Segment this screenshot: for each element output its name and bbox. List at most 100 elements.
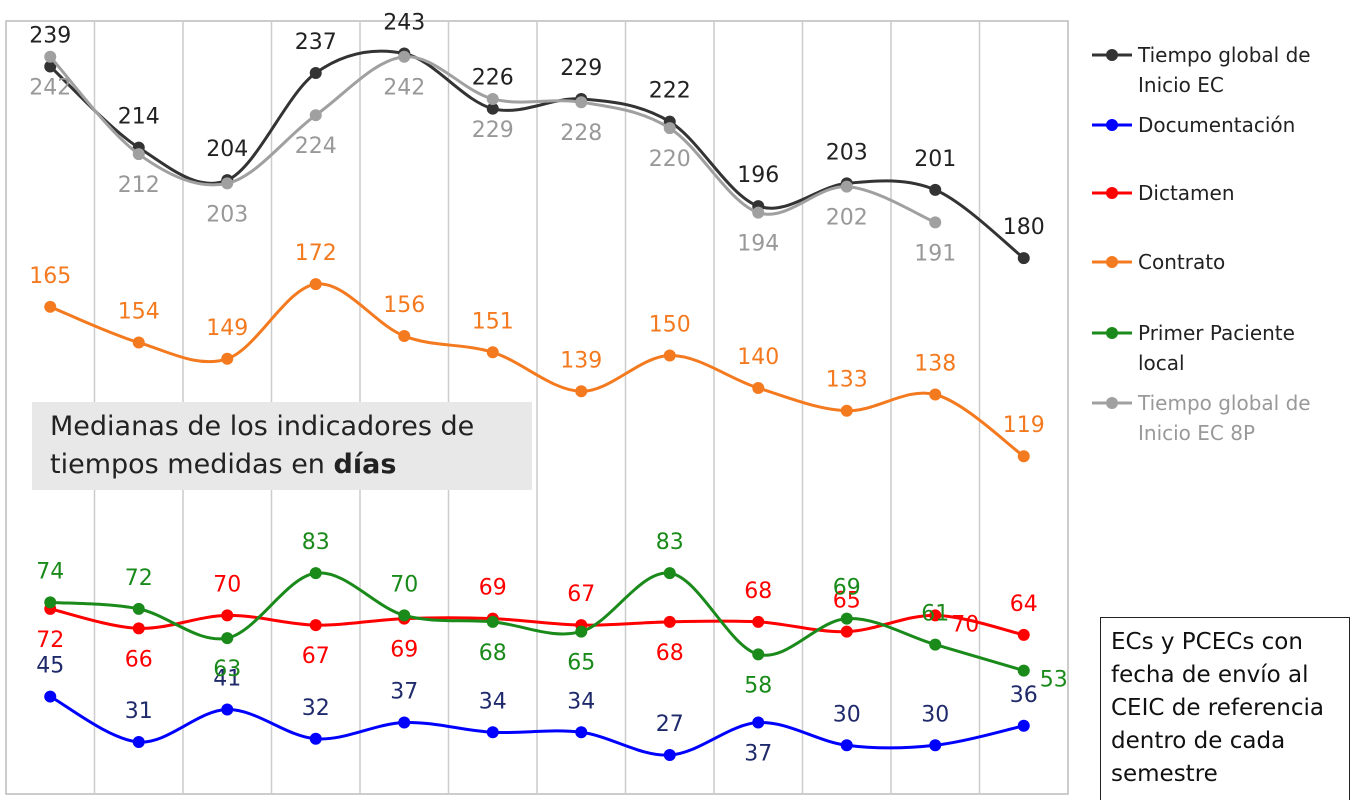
data-label: 224 — [295, 134, 337, 159]
data-point — [398, 716, 411, 729]
data-label: 133 — [826, 368, 868, 393]
legend-marker — [1092, 187, 1132, 199]
data-point — [309, 732, 322, 745]
data-label: 180 — [1003, 215, 1045, 240]
data-point — [132, 148, 145, 161]
legend-marker — [1092, 397, 1132, 409]
data-point — [575, 726, 588, 739]
data-label: 203 — [826, 140, 868, 165]
data-label: 69 — [833, 576, 861, 601]
data-point — [221, 632, 234, 645]
data-point — [929, 609, 942, 622]
data-label: 150 — [649, 313, 691, 338]
data-point — [132, 336, 145, 349]
data-point — [663, 567, 676, 580]
data-point — [1017, 450, 1030, 463]
data-label: 204 — [206, 137, 248, 162]
data-point — [44, 50, 57, 63]
data-label: 214 — [118, 105, 160, 130]
legend-dot — [1106, 397, 1118, 409]
data-point — [1017, 664, 1030, 677]
data-label: 27 — [656, 712, 684, 737]
note: ECs y PCECs con fecha de envío al CEIC d… — [1111, 629, 1324, 787]
data-label: 66 — [125, 647, 153, 672]
data-point — [840, 625, 853, 638]
data-label: 74 — [36, 559, 64, 584]
data-label: 61 — [921, 602, 949, 627]
data-point — [663, 749, 676, 762]
data-point — [752, 716, 765, 729]
data-label: 226 — [472, 66, 514, 91]
data-point — [486, 102, 499, 115]
data-label: 30 — [833, 702, 861, 727]
data-point — [221, 703, 234, 716]
legend-dot — [1106, 49, 1118, 61]
data-point — [398, 50, 411, 63]
data-point — [309, 66, 322, 79]
data-point — [309, 567, 322, 580]
legend-marker — [1092, 327, 1132, 339]
data-label: 202 — [826, 206, 868, 231]
data-label: 30 — [921, 702, 949, 727]
annotation-bold: días — [333, 449, 397, 480]
data-label: 72 — [36, 628, 64, 653]
legend-label: Contrato — [1138, 250, 1226, 274]
data-point — [840, 612, 853, 625]
data-point — [44, 300, 57, 313]
data-label: 220 — [649, 147, 691, 172]
data-label: 68 — [479, 641, 507, 666]
data-label: 203 — [206, 202, 248, 227]
legend-label: Tiempo global de Inicio EC — [1138, 43, 1311, 97]
data-label: 69 — [479, 576, 507, 601]
data-point — [752, 615, 765, 628]
data-point — [575, 625, 588, 638]
data-label: 237 — [295, 30, 337, 55]
data-point — [929, 638, 942, 651]
data-point — [929, 739, 942, 752]
data-label: 139 — [560, 348, 602, 373]
data-label: 191 — [914, 241, 956, 266]
data-label: 67 — [302, 644, 330, 669]
data-label: 37 — [744, 742, 772, 767]
data-label: 229 — [560, 56, 602, 81]
data-label: 194 — [737, 232, 779, 257]
legend-item: Tiempo global de Inicio EC — [1090, 40, 1360, 100]
data-label: 70 — [390, 572, 418, 597]
series-line — [49, 607, 1025, 637]
data-point — [398, 609, 411, 622]
data-point — [221, 609, 234, 622]
data-point — [752, 648, 765, 661]
data-point — [840, 404, 853, 417]
legend-label: Dictamen — [1138, 181, 1235, 205]
data-point — [132, 736, 145, 749]
data-point — [1017, 719, 1030, 732]
data-point — [840, 180, 853, 193]
data-label: 63 — [213, 657, 241, 682]
data-label: 41 — [213, 667, 241, 692]
data-label: 242 — [383, 76, 425, 101]
data-point — [752, 206, 765, 219]
data-label: 69 — [390, 638, 418, 663]
data-point — [132, 602, 145, 615]
data-point — [929, 183, 942, 196]
chart: 239 214 204 237 243 226 229 222 196 203 201 180 45 31… — [5, 10, 1069, 795]
legend-marker — [1092, 49, 1132, 61]
legend-dot — [1106, 256, 1118, 268]
data-point — [1017, 628, 1030, 641]
data-point — [486, 726, 499, 739]
data-label: 119 — [1003, 413, 1045, 438]
legend-item: Tiempo global de Inicio EC 8P — [1090, 388, 1360, 448]
data-label: 149 — [206, 316, 248, 341]
data-point — [309, 278, 322, 291]
data-label: 239 — [29, 23, 71, 48]
data-point — [221, 177, 234, 190]
data-label: 140 — [737, 345, 779, 370]
data-point — [309, 109, 322, 122]
data-label: 70 — [951, 612, 979, 637]
data-point — [486, 615, 499, 628]
data-label: 58 — [744, 673, 772, 698]
annotation-box: Medianas de los indicadores de tiempos m… — [32, 402, 532, 490]
data-label: 34 — [567, 689, 595, 714]
note-box: ECs y PCECs con fecha de envío al CEIC d… — [1100, 617, 1350, 800]
